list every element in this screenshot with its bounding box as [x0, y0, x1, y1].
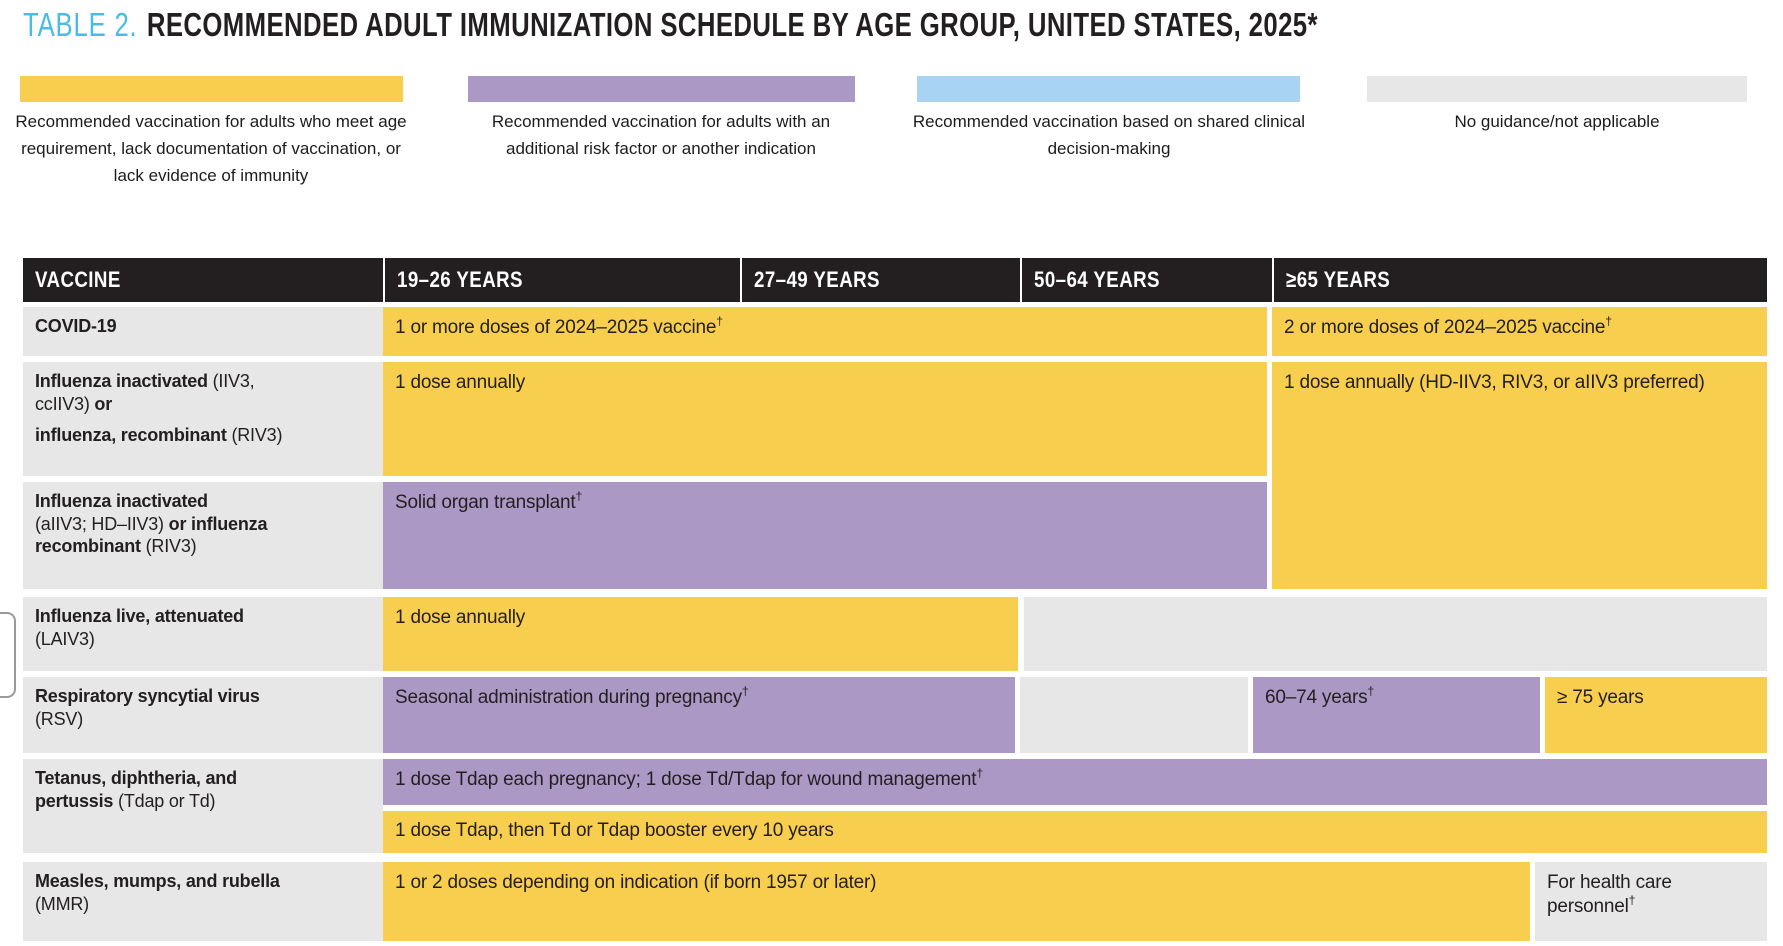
vaccine-name-cell-mmr: Measles, mumps, and rubella (MMR)	[23, 862, 383, 941]
legend-caption-recommended-age: Recommended vaccination for adults who m…	[15, 112, 407, 185]
vaccine-name-cell-rsv: Respiratory syncytial virus (RSV)	[23, 677, 383, 753]
legend-caption-risk-factor: Recommended vaccination for adults with …	[491, 112, 831, 158]
schedule-cell-covid19-65plus: 2 or more doses of 2024–2025 vaccine†	[1272, 307, 1767, 356]
header-cell-27-49: 27–49 YEARS	[742, 258, 1020, 302]
schedule-cell-influenza-65plus-merged: 1 dose annually (HD-IIV3, RIV3, or aIIV3…	[1272, 362, 1767, 589]
header-cell-vaccine: VACCINE	[23, 258, 383, 302]
schedule-cell-influenza-iiv3-19-64: 1 dose annually	[383, 362, 1267, 476]
schedule-cell-covid19-19-64: 1 or more doses of 2024–2025 vaccine†	[383, 307, 1267, 356]
schedule-cell-rsv-60-74: 60–74 years†	[1253, 677, 1540, 753]
legend-swatch-shared-decision	[917, 76, 1300, 102]
schedule-cell-influenza-aiiv3-19-64: Solid organ transplant†	[383, 482, 1267, 589]
vaccine-name-cell-laiv3: Influenza live, attenuated (LAIV3)	[23, 597, 383, 671]
legend-swatch-risk-factor	[468, 76, 855, 102]
legend-swatch-recommended-age	[20, 76, 403, 102]
schedule-cell-laiv3-19-49: 1 dose annually	[383, 597, 1018, 671]
legend-caption-shared-decision: Recommended vaccination based on shared …	[912, 112, 1306, 158]
schedule-cell-mmr-healthcare: For health care personnel†	[1535, 862, 1767, 941]
schedule-cell-tdap-pregnancy: 1 dose Tdap each pregnancy; 1 dose Td/Td…	[383, 759, 1767, 805]
header-cell-65plus: ≥65 YEARS	[1274, 258, 1767, 302]
vaccine-name-cell-influenza-iiv3: Influenza inactivated (IIV3, ccIIV3) or in…	[23, 362, 383, 476]
header-cell-50-64: 50–64 YEARS	[1022, 258, 1272, 302]
table-title-text: RECOMMENDED ADULT IMMUNIZATION SCHEDULE …	[146, 6, 1318, 43]
schedule-cell-rsv-noguidance	[1020, 677, 1248, 753]
schedule-cell-rsv-pregnancy: Seasonal administration during pregnancy…	[383, 677, 1015, 753]
page-title: TABLE 2. RECOMMENDED ADULT IMMUNIZATION S…	[23, 6, 1318, 44]
legend-caption-no-guidance: No guidance/not applicable	[1454, 112, 1660, 131]
schedule-cell-rsv-75plus: ≥ 75 years	[1545, 677, 1767, 753]
vaccine-name-cell-tdap: Tetanus, diphtheria, and pertussis (Tdap …	[23, 759, 383, 853]
header-cell-19-26: 19–26 YEARS	[385, 258, 740, 302]
schedule-cell-tdap-booster: 1 dose Tdap, then Td or Tdap booster eve…	[383, 811, 1767, 853]
vaccine-name-cell-influenza-aiiv3: Influenza inactivated (aIIV3; HD–IIV3) or…	[23, 482, 383, 589]
vaccine-name-cell-covid19: COVID-19	[23, 307, 383, 356]
schedule-cell-mmr-doses: 1 or 2 doses depending on indication (if…	[383, 862, 1530, 941]
schedule-cell-laiv3-50plus-noguidance	[1024, 597, 1767, 671]
legend-swatch-no-guidance	[1367, 76, 1747, 102]
table-number-label: TABLE 2.	[23, 6, 138, 43]
side-panel-handle[interactable]	[0, 612, 16, 698]
